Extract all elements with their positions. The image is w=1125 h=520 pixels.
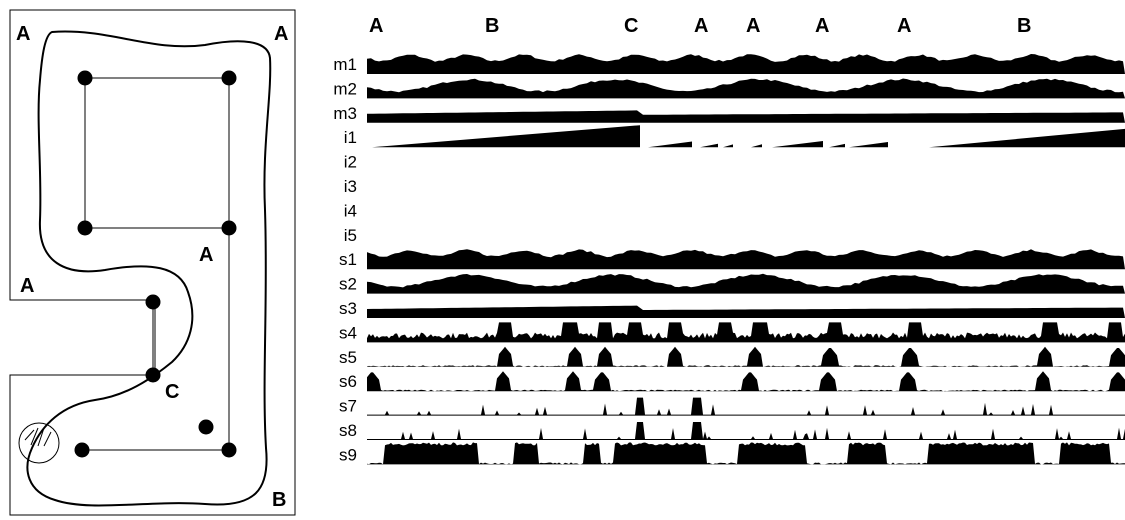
row-label-m3: m3 <box>333 104 357 123</box>
node <box>221 70 237 86</box>
activity-rows: m1 m2 m3 i1 i2 i3 i4 i5 s1 s2 s3 s4 s5 s6 s7 s8 s9 <box>333 54 1125 465</box>
arena-outline <box>9 9 296 516</box>
node <box>77 220 93 236</box>
trace-s3 <box>367 305 1125 318</box>
trace-m1 <box>367 54 1125 74</box>
row-label-s3: s3 <box>339 299 357 318</box>
row-label-s1: s1 <box>339 250 357 269</box>
node <box>145 367 161 383</box>
trace-i1 <box>372 125 1125 148</box>
trace-s1 <box>367 249 1125 270</box>
row-label-i4: i4 <box>344 201 357 220</box>
map-label: C <box>165 381 179 403</box>
node <box>221 442 237 458</box>
track-map: A A A A C B <box>9 9 296 516</box>
row-label-s7: s7 <box>339 397 357 416</box>
map-label: A <box>274 23 288 45</box>
map-label: A <box>16 23 30 45</box>
graph-edges <box>82 77 230 451</box>
map-label: A <box>199 244 213 266</box>
row-label-i3: i3 <box>344 177 357 196</box>
trajectory-path <box>26 30 272 507</box>
row-label-i2: i2 <box>344 153 357 172</box>
row-label-m1: m1 <box>333 55 357 74</box>
trace-m2 <box>367 78 1125 99</box>
node <box>198 419 214 435</box>
row-label-s5: s5 <box>339 348 357 367</box>
trace-s5 <box>367 346 1125 367</box>
top-label: C <box>624 15 638 37</box>
node <box>221 220 237 236</box>
row-label-s2: s2 <box>339 275 357 294</box>
top-label: A <box>897 15 911 37</box>
trace-s8 <box>367 422 1125 440</box>
reward-dish <box>18 422 60 464</box>
row-label-s9: s9 <box>339 445 357 464</box>
node <box>145 294 161 310</box>
row-label-i1: i1 <box>344 128 357 147</box>
top-label: A <box>694 15 708 37</box>
top-label: B <box>1017 15 1031 37</box>
map-label: A <box>20 275 34 297</box>
trace-m3 <box>367 110 1125 123</box>
row-label-m2: m2 <box>333 79 357 98</box>
top-label: A <box>815 15 829 37</box>
trace-s4 <box>367 322 1125 343</box>
row-label-i5: i5 <box>344 226 357 245</box>
row-label-s6: s6 <box>339 372 357 391</box>
map-label: B <box>272 489 286 511</box>
row-label-s4: s4 <box>339 323 357 342</box>
node <box>74 442 90 458</box>
graph-nodes <box>74 70 237 458</box>
row-label-s8: s8 <box>339 421 357 440</box>
trace-s6 <box>367 371 1125 392</box>
node <box>77 70 93 86</box>
top-label: A <box>369 15 383 37</box>
top-labels: A B C A A A A B <box>369 15 1031 37</box>
top-label: A <box>746 15 760 37</box>
top-label: B <box>485 15 499 37</box>
trace-s2 <box>367 273 1125 294</box>
trace-s9 <box>367 442 1125 465</box>
trace-s7 <box>367 397 1125 416</box>
